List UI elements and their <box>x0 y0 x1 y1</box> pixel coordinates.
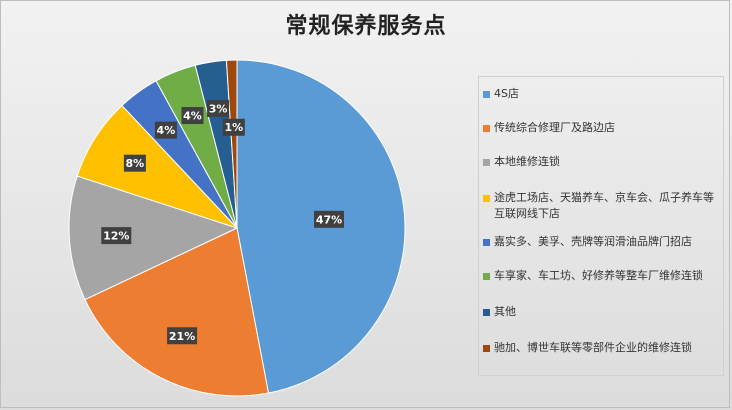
data-label: 4% <box>154 121 177 139</box>
data-label-text: 12% <box>103 230 129 243</box>
data-label-text: 8% <box>126 157 145 170</box>
data-label-box <box>154 121 177 139</box>
data-label: 8% <box>123 154 146 172</box>
legend-item: 其他 <box>483 304 723 320</box>
data-label-box <box>207 100 230 118</box>
data-label: 47% <box>313 210 344 228</box>
pie-slice <box>68 175 239 301</box>
legend: 4S店传统综合修理厂及路边店 本地维修连锁途虎工场店、天猫养车、京车会、瓜子养车等… <box>478 76 724 376</box>
legend-swatch <box>483 195 490 202</box>
data-label-box <box>123 154 146 172</box>
legend-swatch <box>483 309 490 316</box>
data-label-text: 21% <box>169 330 195 343</box>
legend-swatch <box>483 345 490 352</box>
legend-swatch <box>483 273 490 280</box>
legend-swatch <box>483 125 490 132</box>
data-label-box <box>313 210 344 228</box>
data-label: 12% <box>101 227 132 245</box>
legend-label: 4S店 <box>494 87 519 100</box>
legend-label: 传统综合修理厂及路边店 <box>494 121 615 134</box>
legend-label: 其他 <box>494 305 516 318</box>
legend-item: 本地维修连锁 <box>483 154 723 170</box>
legend-item: 4S店 <box>483 86 723 102</box>
data-label-text: 4% <box>183 110 202 123</box>
data-label: 3% <box>207 100 230 118</box>
pie-slice <box>84 227 270 397</box>
legend-swatch <box>483 239 490 246</box>
data-label-box <box>222 118 245 136</box>
data-label-text: 3% <box>209 103 228 116</box>
chart-title: 常规保养服务点 <box>285 14 447 39</box>
pie-slice <box>225 59 238 229</box>
legend-label: 车享家、车工坊、好修养等整车厂维修连锁 <box>494 269 703 282</box>
legend-item: 驰加、博世车联等零部件企业的维修连锁 <box>483 340 723 356</box>
data-label-box <box>181 107 204 125</box>
legend-label: 途虎工场店、天猫养车、京车会、瓜子养车等互联网线下店 <box>494 191 714 220</box>
legend-item: 传统综合修理厂及路边店 <box>483 120 723 136</box>
legend-label: 驰加、博世车联等零部件企业的维修连锁 <box>494 341 692 354</box>
legend-label: 本地维修连锁 <box>494 155 560 168</box>
data-label-text: 4% <box>157 124 176 137</box>
legend-label: 嘉实多、美孚、壳牌等润滑油品牌门招店 <box>494 235 692 248</box>
data-label: 1% <box>222 118 245 136</box>
legend-item: 途虎工场店、天猫养车、京车会、瓜子养车等互联网线下店 <box>483 190 723 222</box>
data-label: 4% <box>181 107 204 125</box>
legend-item: 车享家、车工坊、好修养等整车厂维修连锁 <box>483 268 723 284</box>
data-label-box <box>167 327 198 345</box>
data-label: 21% <box>167 327 198 345</box>
legend-item: 嘉实多、美孚、壳牌等润滑油品牌门招店 <box>483 234 723 250</box>
legend-swatch <box>483 91 490 98</box>
data-label-text: 47% <box>316 213 342 226</box>
data-label-box <box>101 227 132 245</box>
legend-swatch <box>483 159 490 166</box>
data-label-text: 1% <box>224 121 243 134</box>
